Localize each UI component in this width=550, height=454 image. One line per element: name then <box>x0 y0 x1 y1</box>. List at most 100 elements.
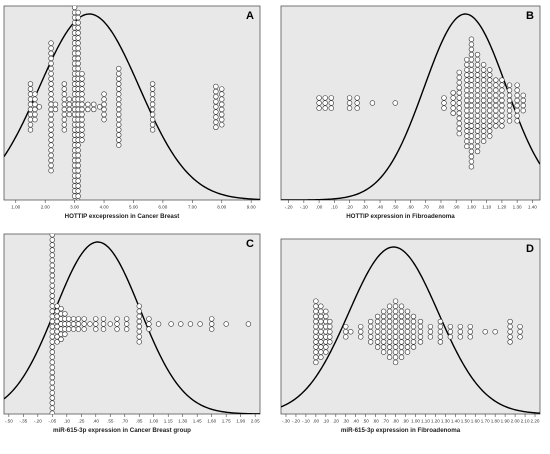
data-point <box>313 339 319 345</box>
data-point <box>467 323 473 330</box>
x-tick-label: .40 <box>353 419 360 424</box>
data-point <box>447 323 454 330</box>
data-point <box>367 323 374 330</box>
data-point <box>398 323 405 330</box>
data-point <box>369 100 376 106</box>
data-point <box>49 349 55 355</box>
data-point <box>49 328 55 335</box>
data-point <box>75 157 81 164</box>
panel-d: -.30 -.20 -.10.00.10.20.30.40.50.60.70.80.… <box>280 238 541 434</box>
data-point <box>27 106 34 113</box>
data-point <box>346 105 353 111</box>
data-point <box>480 128 487 134</box>
data-point <box>327 318 333 325</box>
data-point <box>514 102 520 109</box>
x-tick-label: 8.00 <box>217 205 226 210</box>
data-point <box>482 329 488 335</box>
panel-letter: D <box>526 243 534 255</box>
data-point <box>474 97 481 104</box>
data-point <box>48 142 54 148</box>
x-tick-label: -.30 <box>282 419 290 424</box>
data-point <box>441 95 447 101</box>
data-point <box>48 81 54 87</box>
data-point <box>209 316 215 322</box>
dot-series <box>313 298 523 366</box>
data-point <box>149 96 156 102</box>
data-point <box>354 105 360 111</box>
data-point <box>464 123 470 129</box>
data-point <box>464 72 470 78</box>
data-point <box>450 90 456 96</box>
data-point <box>50 436 55 441</box>
data-point <box>374 318 381 325</box>
data-point <box>136 303 142 309</box>
data-point <box>50 202 55 207</box>
data-point <box>398 339 405 345</box>
data-point <box>149 91 156 97</box>
x-axis-label: miR-615-3p expression in Cancer Breast g… <box>53 427 191 434</box>
plot-area <box>3 233 261 415</box>
data-point <box>79 111 85 118</box>
data-point <box>85 101 91 108</box>
data-point <box>499 118 505 124</box>
data-point <box>149 86 156 92</box>
x-tick-label: 1.60 <box>471 419 480 424</box>
data-point <box>219 96 225 102</box>
data-point <box>493 92 499 99</box>
data-point <box>398 329 405 335</box>
data-point <box>54 308 60 314</box>
data-point <box>468 143 475 150</box>
data-point <box>447 329 454 335</box>
data-point <box>456 69 462 76</box>
data-point <box>61 101 68 108</box>
data-point <box>464 97 470 104</box>
data-point <box>27 96 34 102</box>
data-point <box>480 113 487 119</box>
data-point <box>49 252 55 258</box>
data-point <box>474 67 481 73</box>
data-point <box>456 115 462 122</box>
data-point <box>58 306 64 312</box>
data-point <box>75 188 81 194</box>
data-point <box>380 349 387 355</box>
data-point <box>101 106 107 113</box>
data-point <box>357 323 364 330</box>
data-point <box>213 109 219 115</box>
data-point <box>487 102 493 109</box>
x-tick-label: -.10 <box>300 205 308 210</box>
data-point <box>520 92 526 99</box>
data-point <box>107 321 113 327</box>
data-point <box>474 148 481 155</box>
x-tick-label: 4.00 <box>100 205 109 210</box>
data-point <box>27 122 34 128</box>
data-point <box>48 157 54 164</box>
data-point <box>450 100 456 106</box>
data-point <box>49 257 55 263</box>
data-point <box>91 106 97 113</box>
data-point <box>480 67 487 73</box>
data-point <box>49 390 55 396</box>
data-point <box>398 318 405 325</box>
data-point <box>75 167 81 174</box>
data-point <box>343 323 349 330</box>
x-tick-label: .90 <box>453 205 460 210</box>
data-point <box>49 237 55 243</box>
x-tick-label: 1.00 <box>411 419 420 424</box>
data-point <box>493 97 499 104</box>
data-point <box>410 323 417 330</box>
data-point <box>149 111 156 118</box>
data-point <box>100 326 107 332</box>
data-point <box>514 92 520 99</box>
x-tick-label: .80 <box>438 205 445 210</box>
data-point <box>507 334 513 340</box>
data-point <box>514 87 520 93</box>
data-point <box>456 95 462 101</box>
x-tick-label: 1.75 <box>222 419 231 424</box>
data-point <box>318 334 324 340</box>
data-point <box>81 321 87 327</box>
data-point <box>499 113 505 119</box>
data-point <box>323 308 329 315</box>
data-point <box>54 323 60 330</box>
x-tick-label: 1.90 <box>501 419 510 424</box>
data-point <box>48 101 54 108</box>
